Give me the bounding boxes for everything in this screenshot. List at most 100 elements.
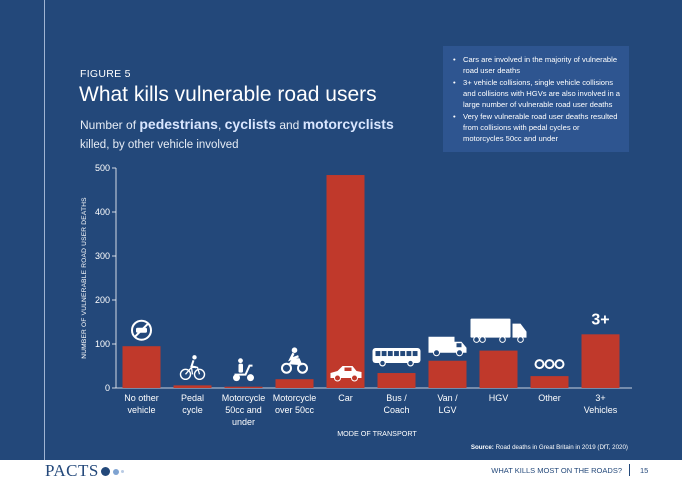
y-tick-label: 300 bbox=[95, 251, 110, 261]
lorry-wheel bbox=[479, 336, 486, 343]
x-tick-label: 3+ bbox=[595, 393, 605, 403]
rider-body bbox=[238, 363, 243, 373]
margin-line bbox=[44, 0, 45, 460]
bar bbox=[377, 373, 416, 388]
bicycle-wheel bbox=[193, 368, 206, 381]
circle-mark bbox=[554, 359, 565, 370]
motorcycle-icon bbox=[281, 347, 308, 374]
lorry-icon bbox=[470, 318, 527, 343]
lorry-wheel bbox=[473, 336, 480, 343]
no-vehicle-ring bbox=[131, 319, 152, 341]
x-tick-label: under bbox=[232, 417, 255, 427]
three-circles-icon bbox=[534, 359, 565, 370]
x-tick-label: over 50cc bbox=[275, 405, 315, 415]
van-wheel bbox=[433, 349, 440, 357]
source-label: Source: bbox=[470, 444, 494, 451]
scooter-wheel bbox=[247, 374, 254, 382]
subtitle-motorcyclists: motorcyclists bbox=[302, 116, 394, 132]
footer-section-title: WHAT KILLS MOST ON THE ROADS? bbox=[491, 466, 622, 475]
rider-head bbox=[291, 347, 298, 354]
bicycle-wheel bbox=[179, 368, 192, 381]
bus-window bbox=[406, 351, 412, 357]
bar bbox=[428, 360, 467, 388]
van-body bbox=[428, 336, 467, 353]
subtitle-sep2: and bbox=[276, 118, 303, 132]
logo-dot-icon bbox=[121, 470, 124, 473]
bus-window bbox=[394, 351, 399, 357]
subtitle-cyclists: cyclists bbox=[224, 116, 276, 132]
van-window bbox=[456, 343, 462, 348]
subtitle-pedestrians: pedestrians bbox=[139, 116, 218, 132]
subtitle-sep1: , bbox=[217, 118, 225, 132]
pacts-logo: PACTS bbox=[45, 461, 99, 480]
bar bbox=[122, 346, 161, 388]
van-wheel bbox=[456, 349, 463, 357]
bus-wheel bbox=[407, 359, 414, 367]
x-tick-label: Other bbox=[538, 393, 561, 403]
bicycle-frame bbox=[185, 366, 201, 375]
key-point: 3+ vehicle collisions, single vehicle co… bbox=[453, 77, 621, 110]
y-tick-label: 200 bbox=[95, 295, 110, 305]
x-tick-label: Bus / bbox=[386, 393, 407, 403]
motorcycle-wheel bbox=[281, 362, 292, 374]
motorcycle-wheel bbox=[297, 362, 308, 374]
lorry-cab bbox=[512, 323, 527, 338]
no-vehicle-slash bbox=[134, 322, 149, 338]
three-plus-icon: 3+ bbox=[591, 311, 609, 328]
y-tick-label: 0 bbox=[105, 383, 110, 393]
page-number: 15 bbox=[640, 466, 649, 475]
x-tick-label: Motorcycle bbox=[273, 393, 317, 403]
y-tick-label: 500 bbox=[95, 163, 110, 173]
circle-mark bbox=[534, 359, 545, 370]
bar bbox=[479, 350, 518, 388]
x-tick-label: No other bbox=[124, 393, 159, 403]
scooter-icon bbox=[233, 358, 254, 382]
x-tick-label: Coach bbox=[383, 405, 409, 415]
car-wheel bbox=[351, 374, 358, 382]
x-tick-label: HGV bbox=[489, 393, 509, 403]
bus-window bbox=[412, 351, 418, 357]
logo-dot-icon bbox=[113, 468, 119, 475]
lorry-wheel bbox=[499, 336, 506, 343]
key-points-box: Cars are involved in the majority of vul… bbox=[443, 46, 629, 152]
page-footer: PACTS WHAT KILLS MOST ON THE ROADS? 15 bbox=[0, 460, 682, 483]
key-point: Cars are involved in the majority of vul… bbox=[453, 54, 621, 76]
scooter-wheel bbox=[233, 374, 240, 382]
bar bbox=[530, 376, 569, 388]
x-tick-label: Van / bbox=[437, 393, 458, 403]
van-icon bbox=[428, 336, 467, 357]
bus-window bbox=[381, 351, 387, 357]
car-window bbox=[344, 367, 352, 371]
chart-subtitle-line2: killed, by other vehicle involved bbox=[80, 139, 239, 151]
logo-dot-icon bbox=[101, 467, 110, 476]
rider-body bbox=[288, 352, 299, 362]
x-tick-label: vehicle bbox=[127, 405, 155, 415]
y-tick-label: 400 bbox=[95, 207, 110, 217]
y-axis-label: NUMBER OF VULNERABLE ROAD USER DEATHS bbox=[81, 197, 88, 359]
bar bbox=[275, 379, 314, 388]
bus-wheel bbox=[379, 359, 386, 367]
y-tick-label: 100 bbox=[95, 339, 110, 349]
x-tick-label: cycle bbox=[182, 405, 203, 415]
bar bbox=[581, 334, 620, 388]
x-tick-label: 50cc and bbox=[225, 405, 262, 415]
bus-window bbox=[400, 351, 406, 357]
bar bbox=[173, 385, 212, 388]
lorry-trailer bbox=[470, 318, 511, 338]
lorry-wheel bbox=[517, 336, 524, 343]
bus-window bbox=[375, 351, 381, 357]
bus-icon bbox=[372, 348, 421, 367]
car-wheel bbox=[334, 374, 341, 382]
subtitle-prefix: Number of bbox=[80, 118, 140, 132]
source-note: Source: Road deaths in Great Britain in … bbox=[0, 444, 628, 451]
x-tick-label: LGV bbox=[438, 405, 456, 415]
bar bbox=[224, 386, 263, 388]
x-tick-label: Pedal bbox=[181, 393, 204, 403]
x-tick-label: Vehicles bbox=[584, 405, 618, 415]
bus-window bbox=[387, 351, 393, 357]
key-point: Very few vulnerable road user deaths res… bbox=[453, 111, 621, 144]
bar-chart: 0 100 200 300 400 500 NUMBER OF VULNERABLE ROA… bbox=[81, 163, 632, 438]
motorcycle-body bbox=[288, 358, 303, 366]
circle-mark bbox=[544, 359, 555, 370]
